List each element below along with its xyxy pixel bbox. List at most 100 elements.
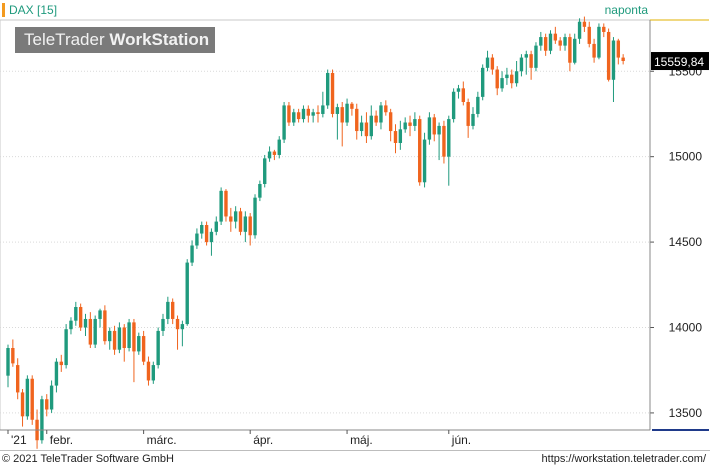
candle-body[interactable] [282, 105, 286, 140]
candle-body[interactable] [49, 385, 54, 410]
candle-body[interactable] [418, 119, 422, 183]
candle-body[interactable] [20, 392, 25, 417]
candle-body[interactable] [335, 107, 340, 114]
candle-body[interactable] [277, 139, 281, 155]
candle-body[interactable] [45, 399, 49, 410]
candle-body[interactable] [534, 45, 538, 68]
candle-body[interactable] [558, 40, 562, 46]
candle-body[interactable] [263, 158, 267, 184]
candle-body[interactable] [345, 103, 349, 123]
candle-body[interactable] [384, 105, 388, 113]
instrument-label[interactable]: DAX [15] [2, 2, 57, 18]
candle-body[interactable] [267, 151, 272, 159]
candle-body[interactable] [553, 33, 558, 41]
candle-body[interactable] [519, 57, 524, 72]
candle-body[interactable] [456, 88, 461, 92]
candle-body[interactable] [122, 327, 126, 349]
candle-body[interactable] [224, 190, 228, 217]
candle-body[interactable] [577, 21, 582, 39]
candle-body[interactable] [137, 336, 141, 352]
candle-body[interactable] [54, 361, 59, 386]
candle-body[interactable] [602, 26, 606, 32]
candle-body[interactable] [374, 115, 378, 123]
candle-body[interactable] [243, 216, 248, 232]
candle-body[interactable] [616, 40, 621, 58]
candle-body[interactable] [476, 96, 480, 114]
candle-body[interactable] [195, 233, 199, 246]
candle-body[interactable] [190, 245, 194, 263]
candle-body[interactable] [98, 310, 102, 319]
candle-body[interactable] [64, 329, 68, 366]
candle-body[interactable] [311, 112, 315, 116]
candle-body[interactable] [539, 37, 543, 46]
candle-body[interactable] [30, 378, 34, 420]
candle-body[interactable] [573, 38, 577, 63]
candle-body[interactable] [40, 399, 44, 441]
candle-body[interactable] [505, 74, 509, 79]
candle-body[interactable] [548, 33, 553, 51]
candle-body[interactable] [451, 91, 456, 120]
candle-body[interactable] [340, 107, 344, 123]
candle-body[interactable] [156, 330, 160, 366]
candle-body[interactable] [563, 37, 567, 46]
candle-body[interactable] [485, 57, 490, 68]
candle-body[interactable] [568, 37, 572, 63]
candle-body[interactable] [582, 21, 587, 27]
candle-body[interactable] [301, 108, 306, 120]
candle-body[interactable] [296, 112, 301, 120]
candle-body[interactable] [141, 336, 146, 362]
candle-body[interactable] [214, 221, 218, 232]
candle-body[interactable] [480, 67, 485, 97]
candle-body[interactable] [403, 122, 407, 130]
candle-body[interactable] [185, 262, 189, 325]
candle-body[interactable] [422, 139, 427, 183]
candle-body[interactable] [543, 37, 548, 51]
candle-body[interactable] [442, 125, 446, 157]
candle-body[interactable] [15, 365, 20, 393]
candle-body[interactable] [393, 131, 398, 143]
candle-body[interactable] [471, 113, 475, 126]
candle-body[interactable] [490, 57, 495, 70]
candle-body[interactable] [398, 129, 403, 143]
candle-body[interactable] [74, 307, 78, 321]
candle-body[interactable] [587, 26, 591, 44]
candle-body[interactable] [359, 122, 364, 132]
candle-body[interactable] [69, 320, 73, 330]
candle-body[interactable] [306, 108, 311, 116]
candle-body[interactable] [11, 348, 15, 364]
interval-label[interactable]: naponta [604, 3, 648, 17]
candle-body[interactable] [219, 190, 223, 222]
candle-body[interactable] [325, 72, 330, 106]
candle-body[interactable] [6, 348, 10, 376]
candle-body[interactable] [379, 105, 383, 123]
candle-body[interactable] [611, 40, 616, 80]
candle-body[interactable] [253, 197, 257, 236]
candle-body[interactable] [621, 57, 625, 61]
candle-body[interactable] [292, 112, 296, 123]
candle-body[interactable] [93, 318, 97, 345]
candle-body[interactable] [209, 231, 214, 243]
candle-body[interactable] [529, 54, 533, 68]
candle-body[interactable] [103, 310, 107, 342]
candle-body[interactable] [238, 211, 243, 232]
candle-body[interactable] [466, 102, 470, 126]
candle-body[interactable] [510, 74, 514, 84]
candle-body[interactable] [597, 26, 601, 58]
candle-body[interactable] [175, 318, 180, 330]
footer-url[interactable]: https://workstation.teletrader.com/ [541, 453, 706, 465]
candle-body[interactable] [606, 31, 611, 80]
candle-body[interactable] [592, 43, 596, 58]
candle-body[interactable] [447, 119, 451, 157]
candle-body[interactable] [413, 119, 417, 126]
candle-body[interactable] [316, 112, 320, 114]
candle-body[interactable] [229, 216, 233, 222]
candle-body[interactable] [248, 216, 252, 236]
candle-body[interactable] [83, 318, 88, 328]
candle-body[interactable] [88, 318, 93, 345]
candle-body[interactable] [388, 112, 393, 132]
candle-body[interactable] [437, 125, 441, 135]
candle-body[interactable] [78, 307, 83, 328]
candle-body[interactable] [495, 69, 499, 89]
candle-body[interactable] [132, 322, 136, 352]
candle-body[interactable] [364, 122, 369, 137]
